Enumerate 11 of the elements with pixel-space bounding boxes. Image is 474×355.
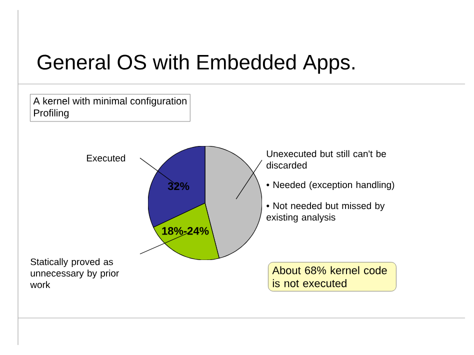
chart-title: General OS with Embedded Apps. xyxy=(38,54,354,74)
text: A kernel with minimal configuration xyxy=(33,97,186,106)
slice-label: Executed xyxy=(86,154,126,162)
slice-label: Statically proved as unnecessary by prior work xyxy=(30,258,119,288)
text: • Needed (exception handling) xyxy=(266,181,394,190)
text: • Not needed but missed by existing analysis xyxy=(266,202,385,222)
text: Profiling xyxy=(34,109,69,118)
text: 18%-24% xyxy=(162,227,209,235)
slice-label: Unexecuted but still can't be discarded xyxy=(266,150,386,169)
text: About 68% kernel code is not executed xyxy=(272,266,387,288)
data-label: 32% xyxy=(168,182,190,190)
